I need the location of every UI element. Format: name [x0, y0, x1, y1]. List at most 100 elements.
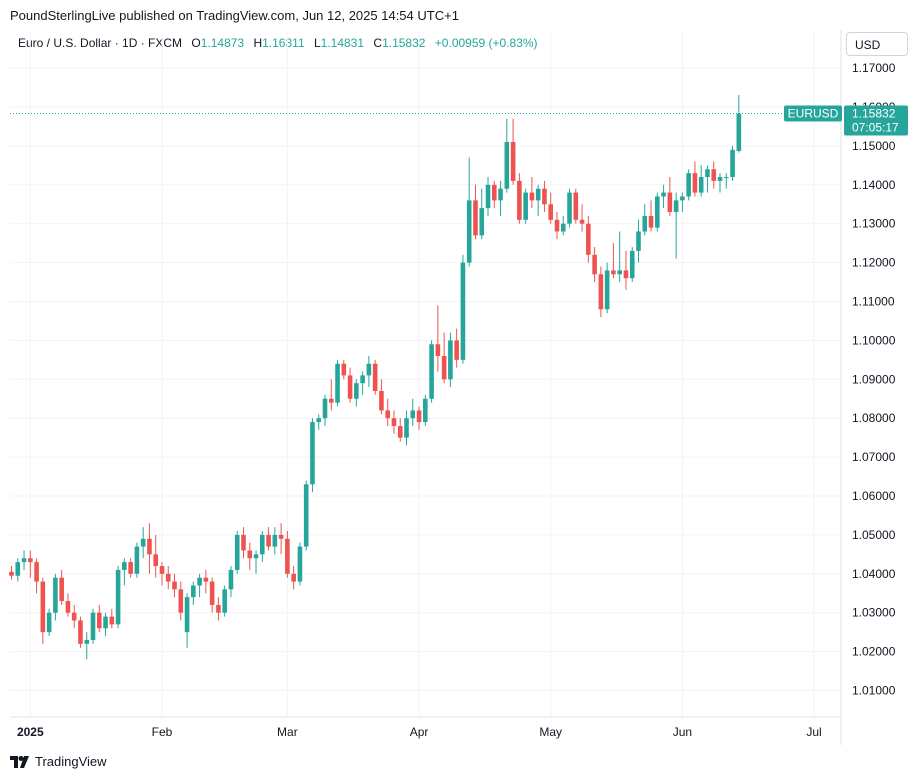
candle: [592, 247, 597, 283]
candle: [96, 604, 102, 633]
candle-body: [347, 375, 353, 399]
price-tick-label: 1.11000: [852, 295, 895, 309]
candle-body: [303, 484, 309, 547]
candle-body: [560, 223, 566, 232]
candle-body: [46, 612, 52, 633]
candle: [473, 184, 478, 240]
candle: [109, 608, 115, 629]
price-tick-label: 1.05000: [852, 528, 896, 542]
candle: [209, 577, 215, 613]
symbol-badge: [784, 105, 842, 122]
candle: [460, 254, 466, 364]
symbol-badge-label: EURUSD: [788, 107, 839, 121]
candle-body: [542, 188, 547, 205]
candle: [617, 231, 622, 283]
candle-body: [103, 616, 108, 629]
candle: [692, 161, 698, 197]
candle: [322, 394, 328, 426]
candle: [454, 328, 459, 368]
candle-body: [391, 418, 397, 426]
candle: [642, 204, 648, 236]
candle: [178, 581, 184, 621]
candle: [611, 243, 616, 279]
bar-countdown: 07:05:17: [852, 121, 899, 135]
candle: [53, 573, 58, 621]
candle-body: [517, 180, 522, 220]
candle: [253, 550, 259, 574]
candle: [9, 566, 14, 580]
candle: [385, 398, 390, 426]
candle: [341, 359, 347, 380]
price-axis[interactable]: 1.170001.160001.150001.140001.130001.120…: [840, 30, 896, 745]
low-value: 1.14831: [320, 36, 365, 50]
candle-body: [272, 534, 278, 547]
candle-body: [122, 562, 127, 570]
candle: [680, 192, 685, 213]
candle-body: [623, 270, 629, 279]
candle: [366, 355, 372, 388]
currency-selector[interactable]: USD: [846, 32, 908, 56]
candle-body: [266, 534, 271, 547]
candle: [272, 527, 278, 555]
candle: [416, 406, 422, 430]
candle: [730, 145, 735, 181]
candle: [140, 527, 146, 559]
time-axis[interactable]: 2025 Feb Mar Apr May Jun Jul: [10, 716, 841, 739]
candle-body: [15, 562, 21, 576]
price-tick-label: 1.06000: [852, 489, 896, 503]
candle-body: [310, 422, 315, 485]
candle: [184, 593, 190, 648]
candle-body: [260, 534, 265, 555]
candle: [134, 542, 140, 578]
candle: [673, 192, 679, 259]
candle: [46, 608, 52, 637]
candle-body: [416, 410, 422, 423]
candle: [504, 118, 510, 193]
price-tick-label: 1.14000: [852, 178, 896, 192]
time-tick-label: Feb: [152, 725, 173, 739]
candle-body: [466, 200, 472, 263]
candle-body: [429, 344, 434, 399]
candle: [172, 573, 177, 598]
candle-body: [423, 398, 428, 423]
candle: [404, 410, 409, 446]
candle-body: [548, 204, 554, 220]
candle-body: [172, 581, 177, 590]
candle-body: [78, 620, 83, 644]
candle: [278, 523, 284, 555]
candle-body: [153, 554, 159, 567]
candle: [435, 305, 441, 372]
candle: [266, 527, 271, 551]
high-value: 1.16311: [262, 36, 305, 50]
candle: [586, 215, 591, 263]
price-tick-label: 1.15000: [852, 139, 896, 153]
time-tick-label: 2025: [17, 725, 44, 739]
candle-body: [372, 363, 378, 391]
candle-body: [655, 196, 660, 228]
grid-lines: [10, 30, 841, 717]
candle-body: [147, 538, 152, 555]
candle-body: [159, 566, 165, 574]
candle: [241, 527, 246, 559]
candle-body: [491, 184, 497, 201]
candle-body: [410, 410, 416, 419]
candle-body: [535, 188, 541, 201]
price-tick-label: 1.07000: [852, 450, 896, 464]
candle-body: [617, 270, 622, 275]
candle-body: [510, 142, 516, 181]
candle: [21, 550, 27, 570]
candle: [655, 192, 660, 232]
publisher-header: PoundSterlingLive published on TradingVi…: [10, 8, 459, 23]
candle: [297, 542, 303, 586]
candle: [510, 118, 516, 185]
candle-body: [134, 546, 140, 574]
footer-brand[interactable]: TradingView: [10, 754, 107, 769]
candle-body: [140, 538, 146, 547]
candle-body: [592, 254, 597, 275]
time-tick-label: May: [539, 725, 562, 739]
price-tick-label: 1.09000: [852, 372, 896, 386]
price-tick-label: 1.13000: [852, 217, 896, 231]
candle: [410, 398, 416, 426]
close-label: C: [373, 36, 383, 50]
